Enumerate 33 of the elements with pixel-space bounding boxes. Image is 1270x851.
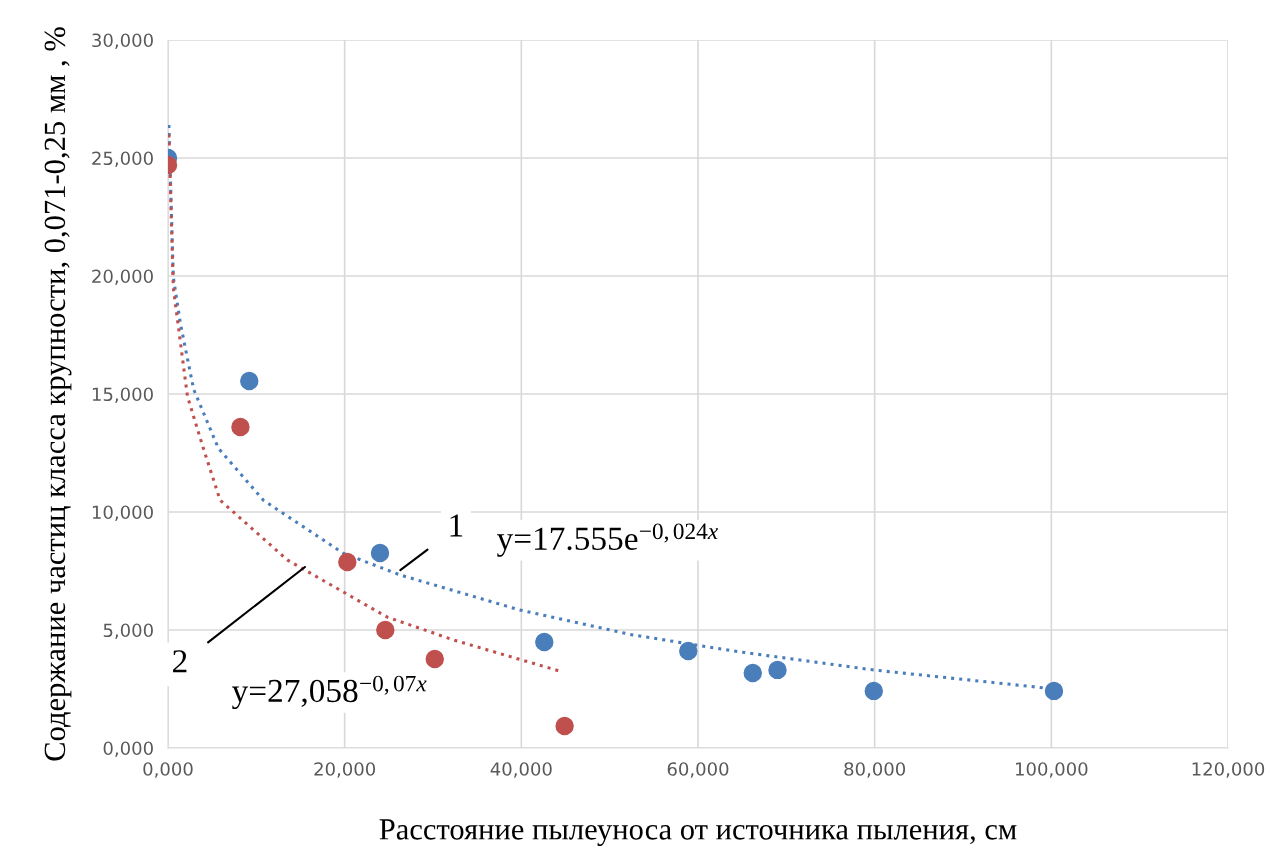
x-tick-label: 100,000 — [1015, 762, 1088, 778]
point — [555, 716, 574, 736]
annotation: y=17.555e$^{−0,024x}$ — [497, 523, 719, 557]
x-axis-title: Расстояние пылеуноса от источника пыления, см — [379, 819, 1017, 846]
y-tick-label: 20,000 — [92, 269, 153, 285]
point — [376, 620, 395, 640]
annotation: 2 — [173, 650, 187, 673]
point — [370, 543, 390, 563]
x-tick-label: 80,000 — [844, 762, 906, 778]
x-tick-label: 20,000 — [314, 762, 376, 778]
point — [864, 681, 883, 701]
y-tick-label: 10,000 — [92, 505, 153, 521]
point — [679, 641, 698, 661]
y-tick-label: 5,000 — [103, 623, 153, 639]
point — [240, 371, 259, 391]
point — [743, 663, 762, 683]
point — [535, 632, 554, 652]
point — [768, 660, 787, 680]
y-tick-label: 15,000 — [92, 387, 153, 403]
x-tick-label: 60,000 — [667, 762, 729, 778]
annotation: 1 — [450, 514, 463, 537]
annotation: y=27,058$^{−0,07x}$ — [232, 675, 427, 710]
point — [425, 649, 444, 669]
y-tick-label: 25,000 — [92, 151, 153, 167]
y-tick-label: 0,000 — [103, 741, 153, 757]
point — [1044, 681, 1064, 701]
y-tick-label: 30,000 — [92, 33, 153, 49]
point — [338, 552, 357, 572]
x-tick-label: 0,000 — [143, 762, 193, 778]
x-tick-label: 40,000 — [490, 762, 552, 778]
point — [231, 417, 250, 437]
x-tick-label: 120,000 — [1192, 762, 1265, 778]
y-axis-title: Содержание частиц класса крупности, 0,071-0,25 мм , % — [44, 27, 72, 761]
